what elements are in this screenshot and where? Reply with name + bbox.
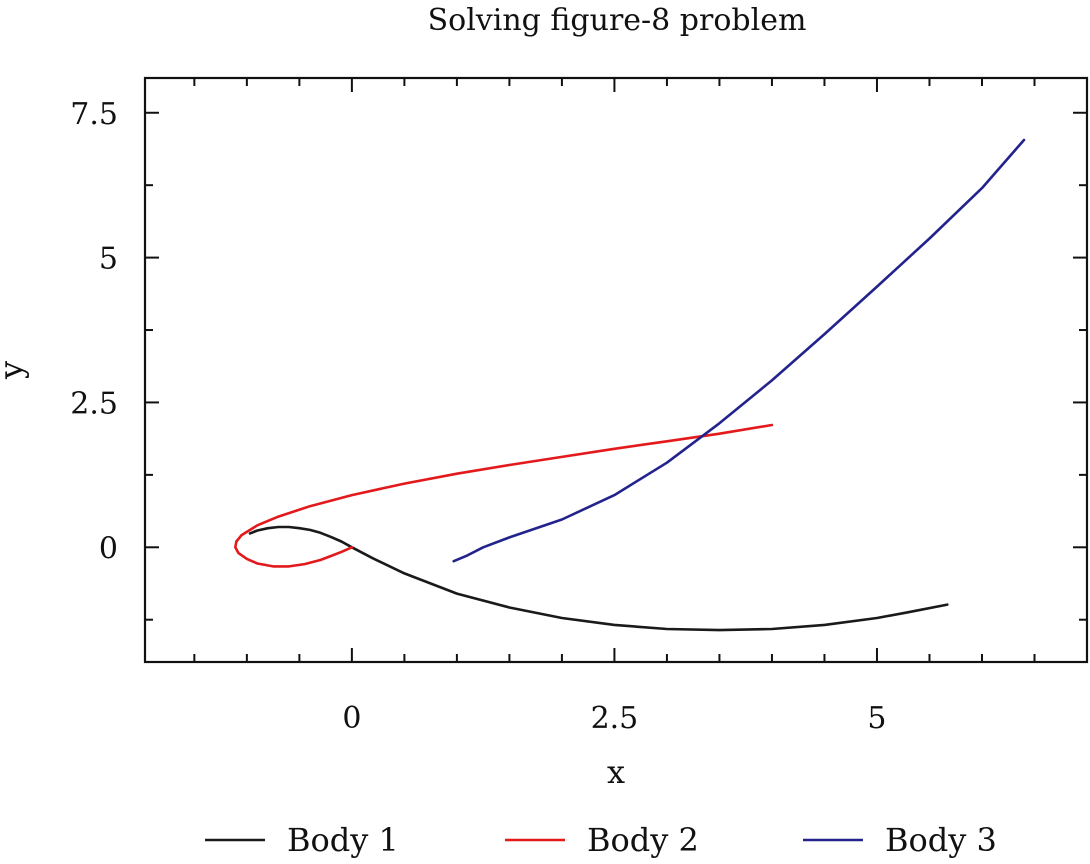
plot-frame	[143, 76, 1089, 664]
y-tick-label: 2.5	[70, 386, 118, 421]
legend-label: Body 2	[587, 821, 699, 859]
x-tick-label: 2.5	[591, 701, 639, 736]
chart-title: Solving figure-8 problem	[428, 3, 807, 38]
legend: Body 1 Body 2 Body 3	[205, 821, 997, 859]
x-tick-label: 5	[867, 701, 886, 736]
y-tick-label: 5	[99, 242, 118, 277]
legend-label: Body 3	[885, 821, 997, 859]
legend-item-body-2: Body 2	[505, 821, 699, 859]
legend-item-body-1: Body 1	[205, 821, 399, 859]
legend-item-body-3: Body 3	[803, 821, 997, 859]
series-line-body-1	[248, 525, 949, 632]
legend-label: Body 1	[287, 821, 399, 859]
x-tick-label: 0	[342, 701, 361, 736]
axis-ticks	[145, 78, 1087, 662]
series-lines	[234, 138, 1026, 632]
tick-labels: 0 2.5 5 0 2.5 5 7.5	[70, 97, 886, 736]
x-axis-label: x	[607, 753, 625, 791]
y-tick-label: 0	[99, 531, 118, 566]
series-line-body-2	[234, 423, 774, 568]
y-tick-label: 7.5	[70, 97, 118, 132]
series-line-body-3	[452, 138, 1026, 563]
y-axis-label: y	[0, 361, 30, 380]
